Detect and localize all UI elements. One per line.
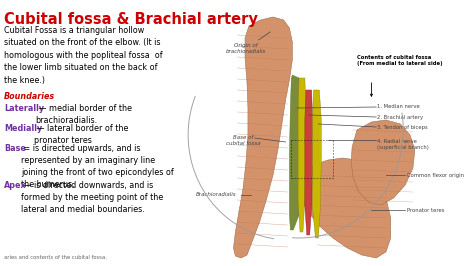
- Text: Apex: Apex: [4, 181, 27, 190]
- Text: 4. Radial nerve
(superficial branch): 4. Radial nerve (superficial branch): [377, 139, 429, 150]
- Text: 3. Tendon of biceps: 3. Tendon of biceps: [377, 124, 428, 130]
- Text: Origin of
brachioradialis: Origin of brachioradialis: [226, 43, 266, 54]
- Text: Brachioradialis: Brachioradialis: [196, 193, 237, 197]
- Text: Contents of cubital fossa
(From medial to lateral side): Contents of cubital fossa (From medial t…: [357, 55, 443, 66]
- Text: — lateral border of the
pronator teres: — lateral border of the pronator teres: [34, 124, 128, 145]
- Polygon shape: [312, 90, 321, 238]
- Text: 2. Brachial artery: 2. Brachial artery: [377, 114, 423, 119]
- Text: = is directed upwards, and is
represented by an imaginary line
joining the front: = is directed upwards, and is represente…: [21, 144, 174, 189]
- Polygon shape: [290, 75, 300, 230]
- Text: — is directed downwards, and is
formed by the meeting point of the
lateral and m: — is directed downwards, and is formed b…: [21, 181, 164, 214]
- Text: Base: Base: [4, 144, 26, 153]
- Polygon shape: [234, 17, 292, 258]
- Text: Cubital Fossa is a triangular hollow
situated on the front of the elbow. (It is
: Cubital Fossa is a triangular hollow sit…: [4, 26, 163, 85]
- Text: Medially: Medially: [4, 124, 42, 133]
- Text: Cubital fossa & Brachial artery: Cubital fossa & Brachial artery: [4, 12, 258, 27]
- Text: Laterally: Laterally: [4, 104, 44, 113]
- Text: 1. Median nerve: 1. Median nerve: [377, 105, 420, 110]
- Text: aries and contents of the cubital fossa.: aries and contents of the cubital fossa.: [4, 255, 107, 260]
- Text: Pronator teres: Pronator teres: [407, 207, 445, 213]
- Polygon shape: [298, 78, 306, 232]
- Polygon shape: [351, 120, 415, 205]
- Text: Boundaries: Boundaries: [4, 92, 55, 101]
- Text: — medial border of the
brachioradialis.: — medial border of the brachioradialis.: [36, 104, 132, 125]
- Polygon shape: [305, 90, 312, 235]
- Text: Common flexor origin: Common flexor origin: [407, 172, 464, 177]
- Polygon shape: [297, 158, 391, 258]
- Text: Base of
cubital fossa: Base of cubital fossa: [226, 135, 260, 146]
